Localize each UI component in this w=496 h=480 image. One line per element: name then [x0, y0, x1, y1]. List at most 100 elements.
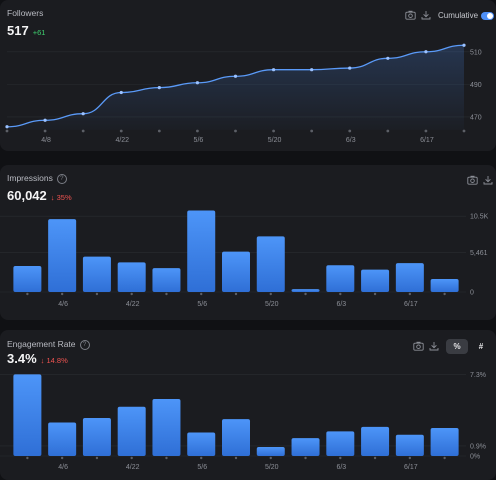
followers-value: 517 +61	[7, 23, 45, 38]
data-point	[386, 56, 390, 60]
bar	[256, 236, 285, 292]
camera-icon[interactable]	[412, 340, 424, 352]
x-axis-marker	[95, 456, 99, 460]
x-tick-label: 5/20	[265, 464, 279, 471]
impressions-count: 60,042	[7, 188, 47, 203]
x-tick-label: 6/3	[336, 464, 346, 471]
x-tick-label: 4/22	[126, 464, 140, 471]
x-axis-marker	[373, 292, 377, 296]
engagement-card: Engagement Rate? 3.4% ↓ 14.8% % # 0% 0.9% 7…	[0, 330, 496, 480]
x-axis-marker	[200, 292, 203, 296]
bar	[82, 256, 111, 292]
percent-toggle-button[interactable]: %	[446, 339, 468, 354]
bar	[117, 406, 146, 456]
data-point	[424, 50, 428, 54]
x-axis-marker	[339, 292, 342, 296]
download-icon[interactable]	[428, 340, 440, 352]
x-tick-label: 6/17	[404, 301, 418, 308]
camera-icon[interactable]	[404, 9, 416, 21]
engagement-title-row: Engagement Rate?	[7, 339, 90, 350]
help-icon[interactable]: ?	[79, 339, 90, 350]
y-tick-label: 5,461	[470, 250, 488, 257]
cumulative-label: Cumulative	[438, 11, 479, 20]
y-tick-label: 510	[470, 49, 482, 56]
x-axis-marker	[234, 292, 238, 296]
bar	[222, 251, 250, 292]
bar	[13, 374, 42, 456]
bar	[48, 422, 77, 456]
bar	[187, 210, 216, 292]
x-axis-marker	[119, 129, 123, 133]
x-tick-label: 4/6	[58, 301, 68, 308]
x-axis-marker	[95, 292, 99, 296]
bar	[256, 447, 285, 456]
y-tick-label: 490	[470, 82, 482, 89]
x-axis-marker	[234, 129, 237, 133]
x-axis-marker	[304, 456, 307, 460]
y-tick-label: 0%	[470, 454, 480, 461]
bar	[430, 428, 459, 456]
y-tick-label: 7.3%	[470, 372, 486, 379]
x-tick-label: 6/17	[420, 137, 434, 144]
y-tick-label: 0.9%	[470, 443, 486, 450]
cumulative-toggle[interactable]	[481, 12, 494, 20]
data-point	[119, 90, 123, 95]
download-icon[interactable]	[482, 174, 494, 186]
x-axis-marker	[339, 456, 342, 460]
x-tick-label: 6/3	[336, 301, 346, 308]
x-tick-label: 6/17	[404, 464, 418, 471]
data-point	[233, 74, 238, 78]
data-point	[43, 118, 47, 122]
followers-title: Followers	[7, 8, 44, 18]
data-point	[271, 68, 276, 72]
x-tick-label: 5/6	[197, 464, 207, 471]
x-axis-marker	[157, 129, 161, 133]
bar	[291, 438, 320, 456]
x-axis-marker	[26, 292, 29, 296]
followers-delta: +61	[32, 28, 46, 37]
x-axis-marker	[348, 129, 352, 133]
x-tick-label: 5/20	[265, 301, 279, 308]
x-axis-marker	[43, 129, 47, 133]
bar	[187, 432, 216, 456]
x-axis-marker	[269, 456, 272, 460]
engagement-rate: 3.4%	[7, 351, 37, 366]
bar	[430, 279, 459, 292]
impressions-chart: 0 5,461 10.5K 4/6 4/22 5/6 5/20 6/3 6/17	[0, 210, 489, 308]
x-tick-label: 4/22	[126, 301, 140, 308]
x-axis-marker	[165, 292, 168, 296]
count-toggle-button[interactable]: #	[478, 342, 484, 351]
x-axis-marker	[60, 456, 64, 460]
data-point	[157, 86, 161, 90]
data-point	[195, 81, 200, 85]
x-tick-label: 5/6	[197, 301, 207, 308]
data-point	[310, 68, 314, 72]
data-point	[5, 125, 9, 129]
x-axis-marker	[60, 292, 64, 296]
followers-chart: 470 490 510 4/8 4/22 5/6 5/20 6/3 6/17	[5, 43, 482, 144]
impressions-card: Impressions? 60,042 ↓ 35% 0 5,461 10.5K 4/6 4…	[0, 165, 496, 320]
y-tick-label: 0	[470, 290, 474, 297]
bar	[48, 219, 77, 292]
engagement-chart: 0% 0.9% 7.3% 4/6 4/22 5/6 5/20 6/3 6/17	[0, 372, 486, 471]
x-axis-marker	[165, 456, 168, 460]
camera-icon[interactable]	[466, 174, 478, 186]
bar	[117, 262, 146, 292]
help-icon[interactable]: ?	[56, 173, 67, 184]
x-axis-marker	[272, 129, 275, 133]
download-icon[interactable]	[420, 9, 432, 21]
x-axis-marker	[443, 292, 446, 296]
x-tick-label: 5/20	[268, 137, 282, 144]
x-axis-marker	[26, 456, 29, 460]
impressions-delta: ↓ 35%	[50, 193, 72, 202]
x-axis-marker	[443, 456, 446, 460]
x-axis-marker	[408, 456, 412, 460]
x-axis-marker	[424, 129, 428, 133]
bar	[291, 289, 320, 292]
data-point	[462, 43, 466, 47]
x-axis-marker	[408, 292, 412, 296]
y-tick-label: 470	[470, 114, 482, 121]
x-tick-label: 4/6	[58, 464, 68, 471]
data-point	[81, 112, 85, 116]
bar	[82, 417, 111, 456]
